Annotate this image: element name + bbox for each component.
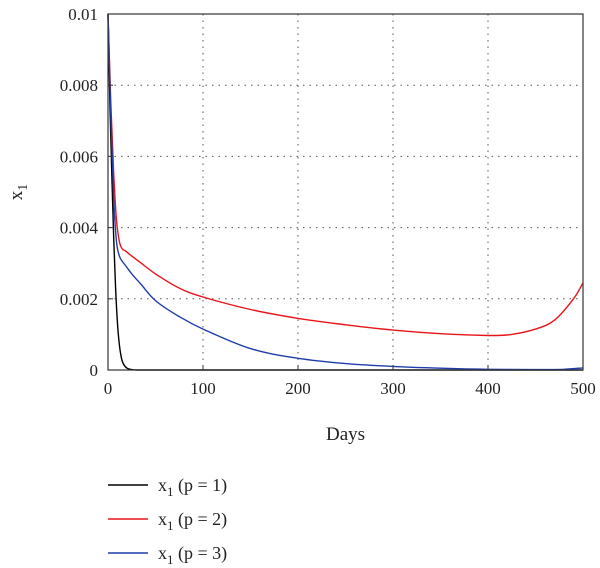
x-tick-label-5: 500 xyxy=(570,379,596,398)
series-lines xyxy=(107,13,584,371)
y-tick-label-1: 0.002 xyxy=(60,290,98,309)
series-line-p2 xyxy=(107,13,584,337)
legend-label-p2: x1 (p = 2) xyxy=(158,509,227,533)
y-tick-label-4: 0.008 xyxy=(60,76,98,95)
x-tick-label-1: 100 xyxy=(190,379,216,398)
axis-ticks: 0 100 200 300 400 500 0 0.002 0.004 0.006 0.008 0.0… xyxy=(60,5,596,398)
x-tick-label-0: 0 xyxy=(104,379,113,398)
y-tick-label-3: 0.006 xyxy=(60,147,98,166)
legend-label-p3: x1 (p = 3) xyxy=(158,543,227,567)
axis-labels: Days x1 xyxy=(6,184,365,445)
legend-label-p1: x1 (p = 1) xyxy=(158,475,227,499)
grid xyxy=(108,14,583,370)
series-line-p3 xyxy=(107,13,584,371)
y-tick-label-5: 0.01 xyxy=(68,5,98,24)
x-tick-label-4: 400 xyxy=(475,379,501,398)
y-tick-label-0: 0 xyxy=(90,361,99,380)
x-axis-label: Days xyxy=(326,424,365,445)
legend: x1 (p = 1) x1 (p = 2) x1 (p = 3) xyxy=(108,475,227,567)
x-tick-label-3: 300 xyxy=(380,379,406,398)
x-tick-label-2: 200 xyxy=(285,379,311,398)
plot-frame xyxy=(107,13,584,371)
y-tick-label-2: 0.004 xyxy=(60,219,99,238)
y-axis-label: x1 xyxy=(6,184,31,201)
